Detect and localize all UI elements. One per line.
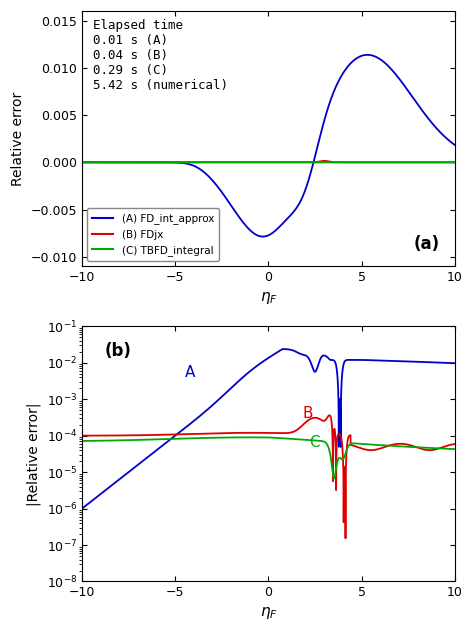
Text: C: C [310, 435, 320, 449]
Text: Elapsed time
0.01 s (A)
0.04 s (B)
0.29 s (C)
5.42 s (numerical): Elapsed time 0.01 s (A) 0.04 s (B) 0.29 … [93, 19, 228, 92]
Legend: (A) FD_int_approx, (B) FDjx, (C) TBFD_integral: (A) FD_int_approx, (B) FDjx, (C) TBFD_in… [87, 209, 219, 261]
X-axis label: $\eta_F$: $\eta_F$ [260, 289, 277, 306]
Y-axis label: |Relative error|: |Relative error| [27, 402, 41, 506]
X-axis label: $\eta_F$: $\eta_F$ [260, 605, 277, 621]
Text: A: A [184, 365, 195, 380]
Text: (b): (b) [104, 342, 131, 360]
Text: B: B [302, 406, 312, 422]
Y-axis label: Relative error: Relative error [11, 92, 25, 186]
Text: (a): (a) [414, 236, 440, 253]
